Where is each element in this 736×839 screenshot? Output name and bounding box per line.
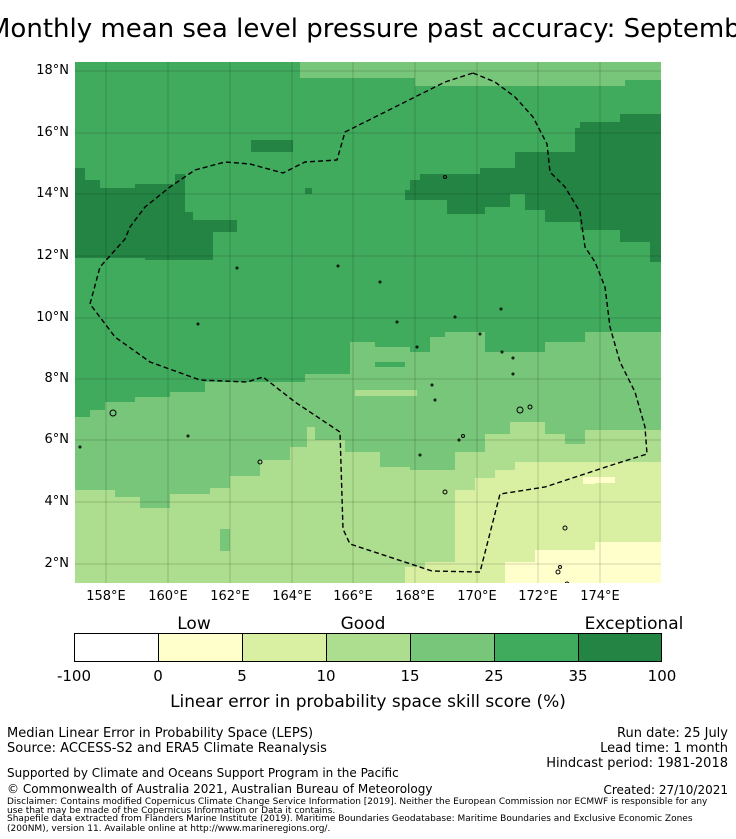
skill-region-exceptional [75,168,237,260]
shapefile-line-1: Shapefile data extracted from Flanders M… [7,814,693,824]
island-outline [453,315,457,319]
skill-region-exceptional [251,140,293,152]
map-gridlines [75,62,661,583]
y-tick-label: 8°N [44,371,70,386]
skill-region-low [455,483,545,502]
disclaimer-line-1: Disclaimer: Contains modified Copernicus… [7,797,708,807]
skill-map [75,62,661,583]
hindcast-period: Hindcast period: 1981-2018 [546,756,728,771]
colorbar-segment [495,634,579,661]
x-tick-label: 174°E [580,589,620,604]
island-outline [511,372,515,376]
colorbar-tick-label: 5 [237,667,247,685]
colorbar-tick-label: 35 [568,667,588,685]
colorbar-category-good: Good [340,614,386,634]
y-tick-label: 2°N [44,556,70,571]
y-tick-label: 10°N [36,310,69,325]
created-date: Created: 27/10/2021 [603,783,728,797]
skill-region-exceptional [405,114,661,262]
island-outline [555,569,561,575]
island-outlines [78,175,570,583]
colorbar-tick-label: 10 [316,667,336,685]
y-tick-label: 18°N [36,63,69,78]
source-text: Source: ACCESS-S2 and ERA5 Climate Reana… [7,741,327,756]
x-tick-label: 158°E [86,589,126,604]
skill-region-low [475,472,661,557]
island-outline [109,409,117,417]
island-outline [257,459,263,465]
colorbar-axis-label: Linear error in probability space skill … [170,692,566,712]
colorbar-tick-label: 15 [400,667,420,685]
island-outline [461,434,465,438]
run-date: Run date: 25 July [617,726,728,741]
y-tick-label: 16°N [36,125,69,140]
island-outline [430,383,434,387]
island-outline [78,445,82,449]
lead-time: Lead time: 1 month [600,741,728,756]
x-tick-label: 162°E [210,589,250,604]
island-outline [499,307,503,311]
x-tick-label: 168°E [395,589,435,604]
island-outline [235,266,239,270]
colorbar-category-low: Low [177,614,211,634]
island-outline [336,264,340,268]
island-outline [527,404,533,410]
support-text: Supported by Climate and Oceans Support … [7,766,399,780]
island-outline [418,453,422,457]
island-outline [558,565,562,569]
skill-region-very-low [583,477,621,484]
copyright-text: © Commonwealth of Australia 2021, Austra… [7,782,433,796]
colorbar-tick-label: 0 [153,667,163,685]
colorbar-segment [159,634,243,661]
skill-region-very-low [505,542,661,583]
island-outline [562,525,568,531]
disclaimer-line-2: use that may be made of the Copernicus I… [7,806,336,816]
colorbar-tick-label: -100 [56,667,92,685]
island-outline [457,438,461,442]
x-tick-label: 166°E [333,589,373,604]
skill-region-good [300,62,661,86]
island-outline [511,356,515,360]
map-title: Monthly mean sea level pressure past acc… [0,14,736,44]
y-tick-label: 4°N [44,494,70,509]
colorbar-tick-label: 25 [484,667,504,685]
colorbar [74,633,662,662]
island-outline [378,280,382,284]
colorbar-segment [579,634,661,661]
skill-fill-regions [75,62,661,583]
eez-boundary [89,72,648,573]
skill-region-exceptional [305,188,312,194]
island-outline [196,322,200,326]
colorbar-tick-label: 100 [647,667,677,685]
x-tick-label: 170°E [457,589,497,604]
x-tick-label: 172°E [518,589,558,604]
y-tick-label: 12°N [36,248,69,263]
y-tick-label: 14°N [36,186,69,201]
x-tick-label: 164°E [272,589,312,604]
colorbar-category-exceptional: Exceptional [584,614,684,634]
skill-region-good [220,529,230,551]
skill-region-moderate [75,570,150,583]
shapefile-line-2: (200NM), version 11. Available online at… [7,824,331,834]
island-outline [500,350,504,354]
island-outline [415,345,419,349]
island-outline [186,434,190,438]
skill-region-moderate [355,390,417,396]
island-outline [433,398,437,402]
island-outline [442,489,448,495]
colorbar-segment [411,634,495,661]
island-outline [478,332,482,336]
colorbar-segment [75,634,159,661]
x-tick-label: 160°E [148,589,188,604]
island-outline [443,175,447,179]
method-text: Median Linear Error in Probability Space… [7,726,314,741]
skill-region-good [350,342,430,375]
colorbar-segment [327,634,411,661]
skill-map-canvas [75,62,661,583]
island-outline [516,406,524,414]
island-outline [395,320,399,324]
island-outline [564,581,570,583]
y-tick-label: 6°N [44,432,70,447]
colorbar-segment [243,634,327,661]
